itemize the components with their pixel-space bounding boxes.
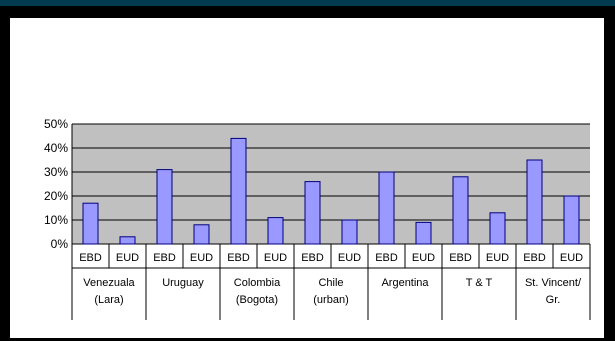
category-label: EBD — [227, 252, 250, 264]
y-tick-label: 0% — [51, 237, 69, 251]
group-label: Chile — [318, 277, 343, 289]
category-label: EUD — [338, 252, 361, 264]
group-label: (urban) — [313, 294, 348, 306]
bar-3-eud — [341, 219, 358, 245]
bar-6-eud — [563, 195, 580, 245]
group-label: Gr. — [546, 294, 561, 306]
bar-2-ebd — [230, 137, 247, 245]
bar-5-ebd — [452, 176, 469, 245]
chart-frame: 0% 10% 20% 30% 40% 50% EBD EUD Venezuala (Lara) EB… — [0, 6, 615, 341]
category-label: EUD — [486, 252, 509, 264]
group-label: Uruguay — [162, 277, 204, 289]
y-tick-label: 40% — [44, 141, 68, 155]
category-label: EUD — [190, 252, 213, 264]
bar-5-eud — [489, 212, 506, 245]
category-label: EUD — [560, 252, 583, 264]
group-label: (Lara) — [94, 294, 123, 306]
category-label: EBD — [523, 252, 546, 264]
group-label: Venezuala — [83, 277, 135, 289]
bar-4-ebd — [378, 171, 395, 245]
chart-panel: 0% 10% 20% 30% 40% 50% EBD EUD Venezuala (Lara) EB… — [10, 18, 604, 338]
category-label: EBD — [449, 252, 472, 264]
group-label: St. Vincent/ — [525, 277, 582, 289]
category-label: EBD — [153, 252, 176, 264]
y-tick-label: 30% — [44, 165, 68, 179]
category-label: EBD — [301, 252, 324, 264]
group-label: T & T — [466, 277, 493, 289]
group-label: Colombia — [234, 277, 281, 289]
bar-3-ebd — [304, 181, 321, 245]
category-label: EUD — [412, 252, 435, 264]
category-label: EUD — [264, 252, 287, 264]
bar-0-ebd — [82, 202, 99, 245]
group-label: Argentina — [381, 277, 429, 289]
y-tick-label: 50% — [44, 117, 68, 131]
category-label: EBD — [375, 252, 398, 264]
plot-area — [72, 124, 590, 244]
y-tick-label: 10% — [44, 213, 68, 227]
bar-2-eud — [267, 217, 284, 245]
category-label: EBD — [79, 252, 102, 264]
bar-chart: 0% 10% 20% 30% 40% 50% EBD EUD Venezuala (Lara) EB… — [44, 117, 591, 320]
bar-0-eud — [119, 236, 136, 245]
y-tick-label: 20% — [44, 189, 68, 203]
bar-1-eud — [193, 224, 210, 245]
group-label: (Bogota) — [236, 294, 278, 306]
bar-6-ebd — [526, 159, 543, 245]
bar-1-ebd — [156, 169, 173, 245]
category-label: EUD — [116, 252, 139, 264]
bar-4-eud — [415, 221, 432, 245]
